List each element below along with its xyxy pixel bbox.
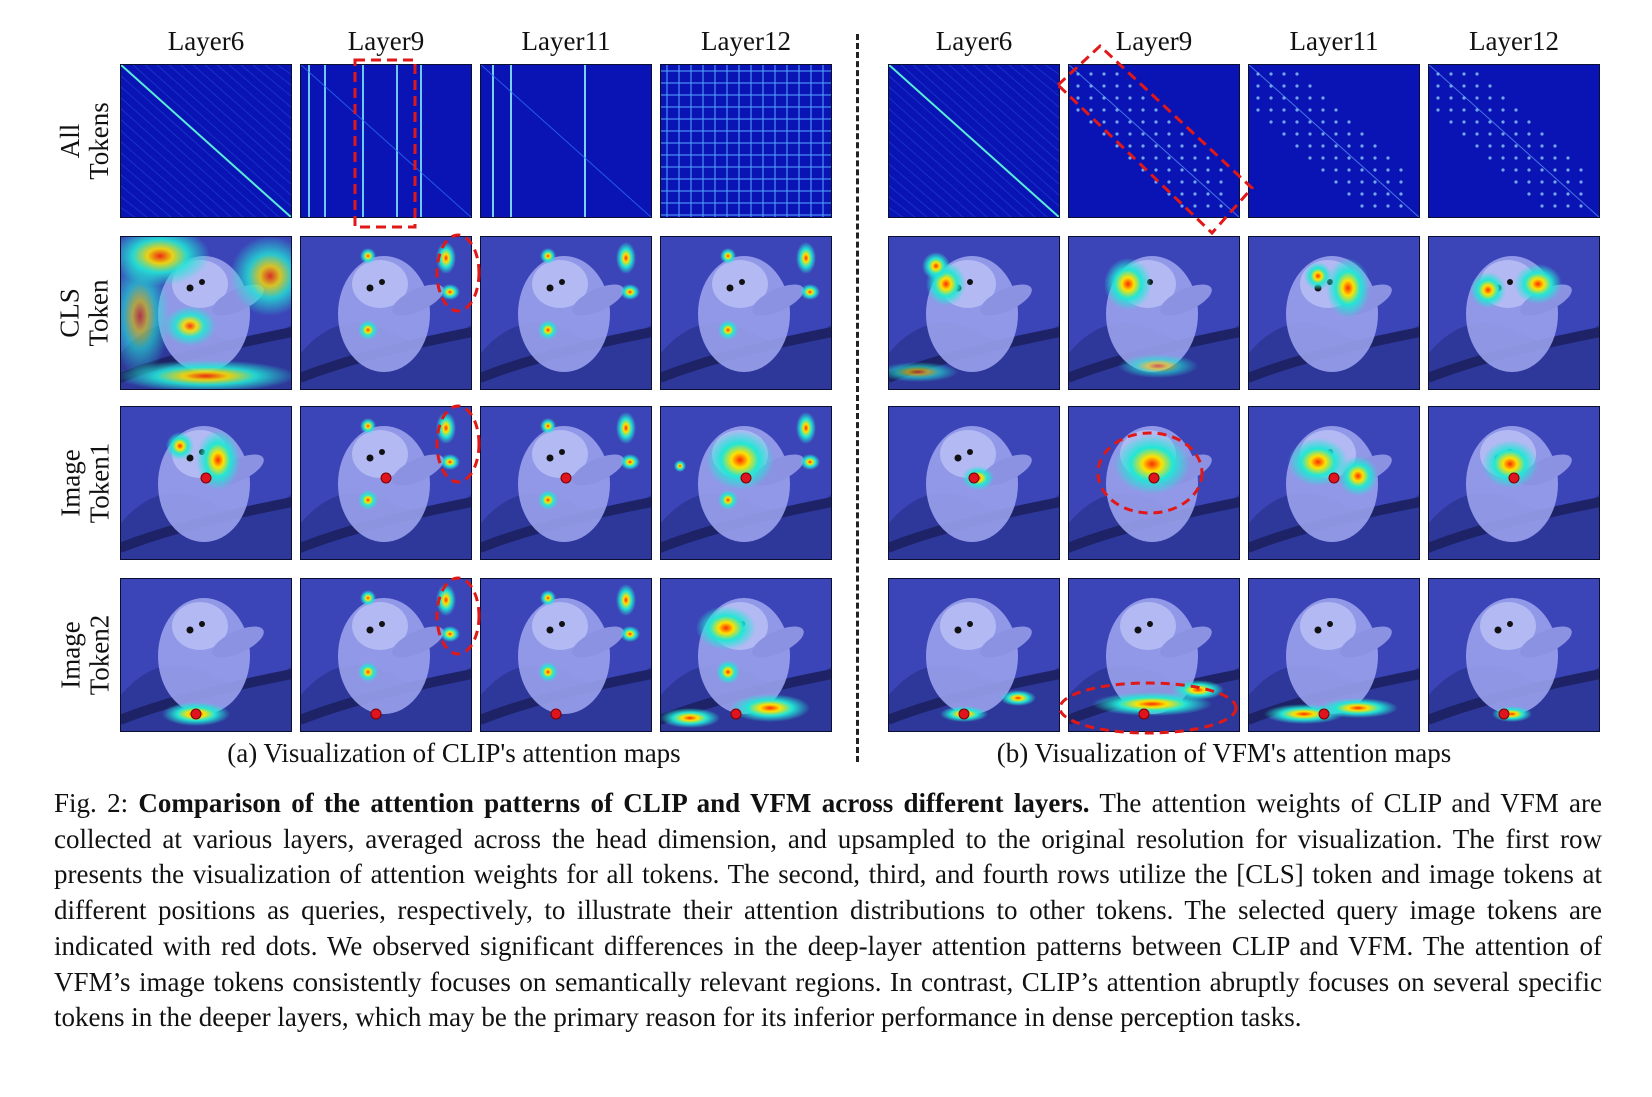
row-label-line1: Image: [55, 449, 85, 517]
col-header-a-layer12: Layer12: [701, 26, 791, 56]
row-label-cls-token: CLS Token: [52, 236, 118, 390]
query-dot: [968, 472, 980, 484]
query-dot: [1138, 708, 1150, 720]
row-label-line1: All: [55, 123, 86, 159]
attention-map-vfm-cls-token-layer11: [1248, 236, 1420, 390]
query-dot: [200, 472, 212, 484]
col-header-b-layer6: Layer6: [935, 26, 1013, 56]
row-label-line2: Token1: [84, 442, 114, 524]
query-dot: [1318, 708, 1330, 720]
query-dot: [740, 472, 752, 484]
attention-map-vfm-image-token1-layer6: [888, 406, 1060, 560]
attention-map-vfm-image-token2-layer9: [1068, 578, 1240, 732]
col-header-b-layer11: Layer11: [1289, 26, 1379, 56]
attention-map-vfm-all-tokens-layer9: [1068, 64, 1240, 218]
attention-map-clip-all-tokens-layer11: [480, 64, 652, 218]
attention-map-vfm-image-token1-layer9: [1068, 406, 1240, 560]
attention-map-vfm-image-token1-layer11: [1248, 406, 1420, 560]
row-label-line2: Token: [84, 279, 114, 347]
query-dot: [1498, 708, 1510, 720]
attention-map-vfm-all-tokens-layer12: [1428, 64, 1600, 218]
subcaption-b: (b) Visualization of VFM's attention map…: [996, 738, 1452, 768]
query-dot: [190, 708, 202, 720]
row-label-line1: CLS: [55, 288, 85, 338]
attention-map-clip-cls-token-layer11: [480, 236, 652, 390]
attention-map-clip-cls-token-layer12: [660, 236, 832, 390]
attention-map-clip-cls-token-layer9: [300, 236, 472, 390]
attention-map-clip-image-token2-layer11: [480, 578, 652, 732]
attention-map-vfm-cls-token-layer12: [1428, 236, 1600, 390]
query-dot: [550, 708, 562, 720]
row-label-line1: Image: [55, 621, 85, 689]
row-label-line2: Tokens: [84, 102, 115, 180]
caption-prefix: Fig. 2:: [54, 788, 139, 818]
attention-map-clip-image-token1-layer9: [300, 406, 472, 560]
attention-map-clip-all-tokens-layer12: [660, 64, 832, 218]
panel-divider: [856, 34, 859, 762]
col-header-b-layer9: Layer9: [1115, 26, 1193, 56]
attention-map-clip-image-token2-layer9: [300, 578, 472, 732]
col-header-b-layer12: Layer12: [1469, 26, 1559, 56]
attention-map-clip-image-token1-layer11: [480, 406, 652, 560]
caption-bold: Comparison of the attention patterns of …: [138, 788, 1090, 818]
attention-map-vfm-image-token2-layer11: [1248, 578, 1420, 732]
subcaption-a: (a) Visualization of CLIP's attention ma…: [227, 738, 681, 768]
attention-map-vfm-image-token1-layer12: [1428, 406, 1600, 560]
query-dot: [380, 472, 392, 484]
row-label-image-token2: Image Token2: [52, 578, 118, 732]
row-label-all-tokens: All Tokens: [52, 64, 118, 218]
row-label-image-token1: Image Token1: [52, 406, 118, 560]
attention-map-clip-image-token2-layer6: [120, 578, 292, 732]
attention-map-clip-image-token2-layer12: [660, 578, 832, 732]
attention-map-vfm-image-token2-layer6: [888, 578, 1060, 732]
attention-map-clip-image-token1-layer6: [120, 406, 292, 560]
attention-map-vfm-cls-token-layer9: [1068, 236, 1240, 390]
attention-map-clip-image-token1-layer12: [660, 406, 832, 560]
attention-map-clip-cls-token-layer6: [120, 236, 292, 390]
query-dot: [730, 708, 742, 720]
row-label-line2: Token2: [84, 614, 114, 696]
attention-map-vfm-cls-token-layer6: [888, 236, 1060, 390]
col-header-a-layer6: Layer6: [167, 26, 245, 56]
query-dot: [1508, 472, 1520, 484]
attention-figure: Layer6 Layer9 Layer11 Layer12 Layer6 Lay…: [52, 26, 1600, 768]
query-dot: [1328, 472, 1340, 484]
query-dot: [560, 472, 572, 484]
attention-map-vfm-all-tokens-layer6: [888, 64, 1060, 218]
caption-body: The attention weights of CLIP and VFM ar…: [54, 788, 1602, 1033]
query-dot: [958, 708, 970, 720]
attention-map-clip-all-tokens-layer9: [300, 64, 472, 218]
attention-map-vfm-all-tokens-layer11: [1248, 64, 1420, 218]
col-header-a-layer11: Layer11: [521, 26, 611, 56]
attention-map-clip-all-tokens-layer6: [120, 64, 292, 218]
attention-map-vfm-image-token2-layer12: [1428, 578, 1600, 732]
col-header-a-layer9: Layer9: [347, 26, 425, 56]
figure-caption: Fig. 2: Comparison of the attention patt…: [54, 786, 1602, 1036]
query-dot: [370, 708, 382, 720]
query-dot: [1148, 472, 1160, 484]
